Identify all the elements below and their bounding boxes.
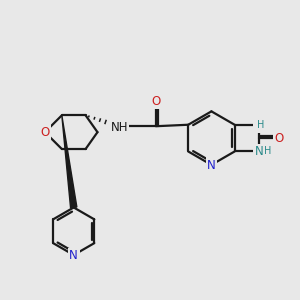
Text: NH: NH <box>110 121 128 134</box>
Text: O: O <box>151 95 160 108</box>
Text: N: N <box>69 249 78 262</box>
Text: N: N <box>255 145 264 158</box>
Text: H: H <box>256 120 264 130</box>
Text: O: O <box>40 126 50 139</box>
Polygon shape <box>62 115 77 208</box>
Text: N: N <box>207 159 216 172</box>
Text: H: H <box>264 146 272 157</box>
Text: N: N <box>255 118 264 131</box>
Text: O: O <box>274 132 284 145</box>
